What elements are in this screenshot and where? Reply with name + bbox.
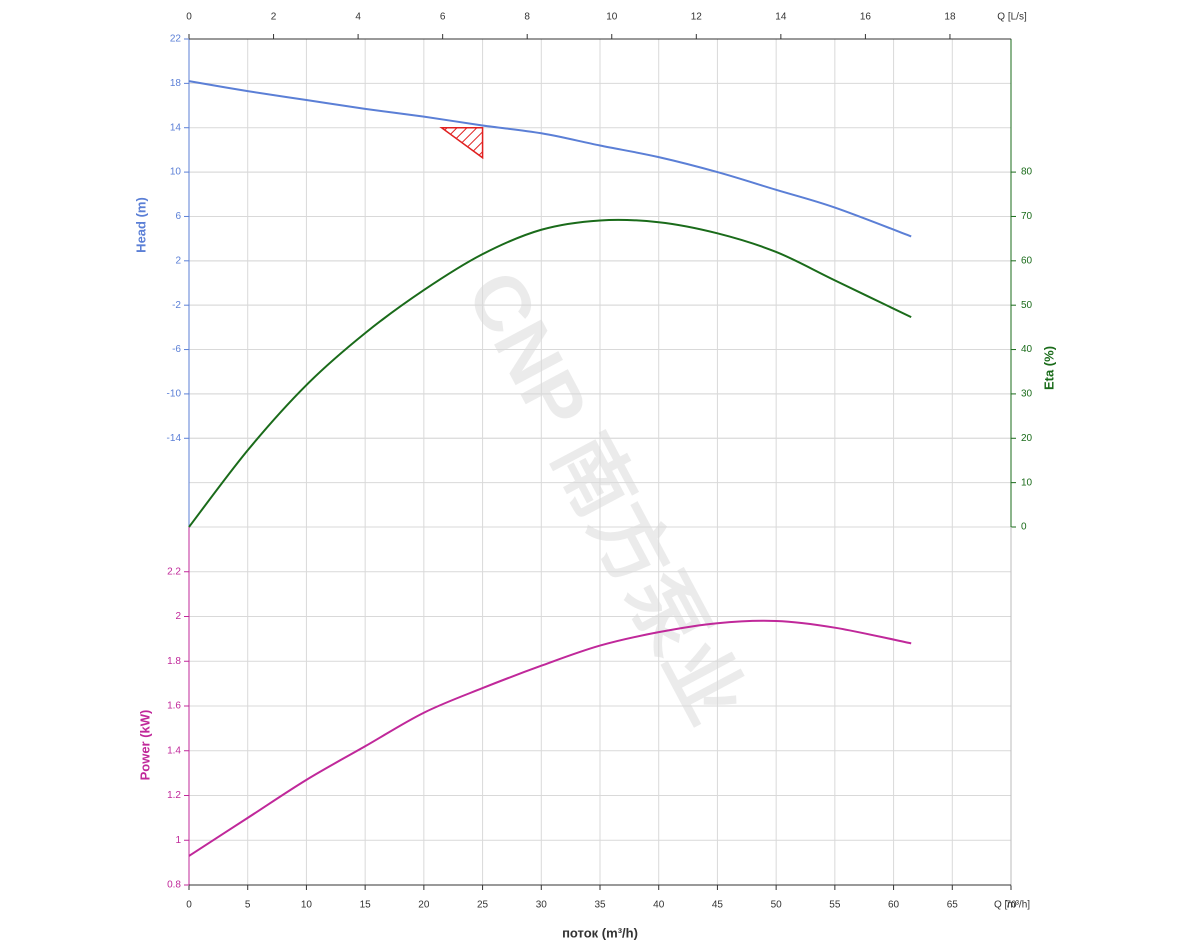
y3-tick-label: 2.2 — [167, 566, 181, 577]
x-tick-label: 10 — [301, 900, 313, 911]
y3-tick-label: 1 — [175, 835, 181, 846]
x-axis-label: поток (m³/h) — [562, 925, 638, 940]
y-tick-label: 6 — [175, 211, 181, 222]
x-tick-label: 5 — [245, 900, 251, 911]
y-axis-label: Head (m) — [133, 197, 148, 253]
watermark: CNP 南方泵业 — [450, 257, 761, 737]
x2-tick-label: 0 — [186, 12, 192, 23]
y3-tick-label: 1.2 — [167, 790, 181, 801]
y2-tick-label: 50 — [1021, 300, 1033, 311]
x-tick-label: 25 — [477, 900, 489, 911]
y3-axis-label: Power (kW) — [137, 710, 152, 781]
y-tick-label: 14 — [170, 122, 182, 133]
curve — [188, 80, 912, 238]
x2-tick-label: 10 — [606, 12, 618, 23]
y2-tick-label: 0 — [1021, 522, 1027, 533]
y-tick-label: 18 — [170, 78, 182, 89]
y2-tick-label: 30 — [1021, 389, 1033, 400]
y2-tick-label: 10 — [1021, 477, 1033, 488]
y3-tick-label: 1.8 — [167, 656, 181, 667]
x-tick-label: 60 — [888, 900, 900, 911]
duty-point — [439, 126, 484, 160]
y-tick-label: -14 — [167, 433, 182, 444]
x-tick-label: 70 — [1005, 900, 1017, 911]
x-tick-label: 15 — [360, 900, 372, 911]
x2-tick-label: 18 — [944, 12, 956, 23]
y-tick-label: -2 — [172, 300, 181, 311]
curve — [188, 218, 912, 528]
y-tick-label: -10 — [167, 389, 182, 400]
x-tick-label: 0 — [186, 900, 192, 911]
x-tick-label: 30 — [536, 900, 548, 911]
x-axis-end-label: Q [m³/h] — [994, 900, 1030, 911]
x2-tick-label: 16 — [860, 12, 872, 23]
y2-tick-label: 60 — [1021, 255, 1033, 266]
x2-tick-label: 6 — [440, 12, 446, 23]
y3-tick-label: 1.4 — [167, 745, 181, 756]
x-tick-label: 45 — [712, 900, 724, 911]
y3-tick-label: 2 — [175, 611, 181, 622]
x2-tick-label: 2 — [271, 12, 277, 23]
x2-axis-label: Q [L/s] — [997, 12, 1027, 23]
y-tick-label: 10 — [170, 167, 182, 178]
y-tick-label: 2 — [175, 255, 181, 266]
x-tick-label: 40 — [653, 900, 665, 911]
y3-tick-label: 1.6 — [167, 701, 181, 712]
x2-tick-label: 12 — [691, 12, 703, 23]
x-tick-label: 50 — [771, 900, 783, 911]
y3-tick-label: 0.8 — [167, 880, 181, 891]
curve — [188, 619, 912, 857]
x-tick-label: 65 — [947, 900, 959, 911]
y2-tick-label: 70 — [1021, 211, 1033, 222]
x-tick-label: 55 — [829, 900, 841, 911]
x-tick-label: 20 — [418, 900, 430, 911]
x2-tick-label: 4 — [355, 12, 361, 23]
y2-axis-label: Eta (%) — [1041, 346, 1056, 390]
x-tick-label: 35 — [594, 900, 606, 911]
y2-tick-label: 80 — [1021, 167, 1033, 178]
x2-tick-label: 14 — [775, 12, 787, 23]
y-tick-label: 22 — [170, 34, 182, 45]
y2-tick-label: 40 — [1021, 344, 1033, 355]
x2-tick-label: 8 — [524, 12, 530, 23]
y2-tick-label: 20 — [1021, 433, 1033, 444]
y-tick-label: -6 — [172, 344, 181, 355]
